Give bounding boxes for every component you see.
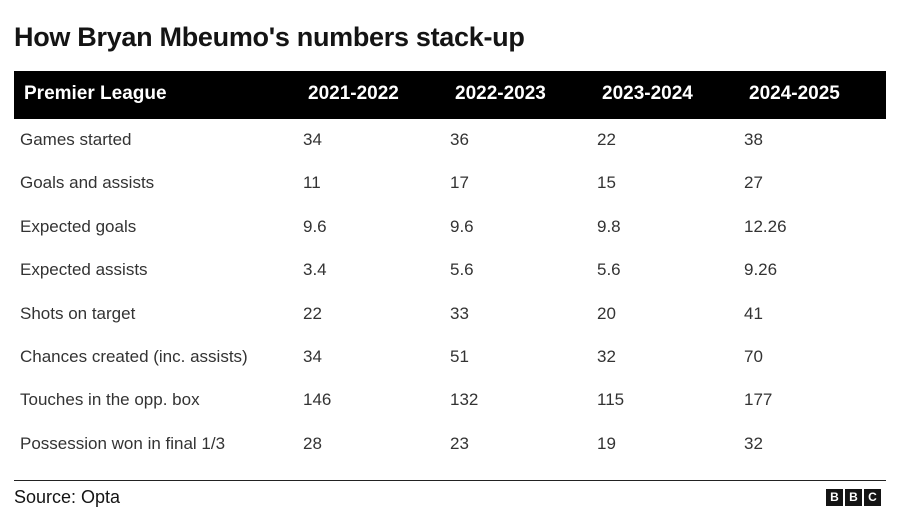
cell-value: 146: [303, 390, 332, 410]
cell-value: 70: [744, 347, 763, 366]
table-header: Premier League 2021-2022 2022-2023 2023-202…: [14, 71, 886, 119]
cell-value: 34: [303, 347, 322, 366]
header-cell: Premier League: [24, 83, 167, 104]
cell-value: 11: [303, 173, 321, 193]
cell-value: 28: [303, 433, 322, 453]
cell-value: 177: [744, 390, 773, 410]
row-label: Possession won in final 1/3: [20, 433, 226, 453]
cell-value: 23: [450, 433, 469, 453]
row-label: Games started: [20, 130, 132, 149]
cell-value: 5.6: [450, 260, 474, 280]
logo-letter: B: [826, 489, 843, 506]
source: Source: Opta: [14, 487, 121, 507]
cell-value: 9.6: [450, 216, 474, 236]
cell-value: 12.26: [744, 216, 787, 236]
cell-value: 33: [450, 303, 469, 323]
cell-value: 22: [303, 303, 322, 323]
cell-value: 15: [597, 173, 616, 193]
header-cell: 2023-2024: [602, 83, 693, 104]
logo-letter: C: [864, 489, 881, 506]
footer-rule: [14, 480, 886, 481]
row-label: Chances created (inc. assists): [20, 347, 248, 366]
cell-value: 5.6: [597, 260, 621, 280]
cell-value: 115: [597, 390, 625, 410]
cell-value: 17: [450, 173, 469, 193]
cell-value: 9.6: [303, 216, 327, 236]
logo-letter: B: [845, 489, 862, 506]
row-label: Expected assists: [20, 260, 148, 280]
cell-value: 34: [303, 130, 322, 149]
cell-value: 32: [744, 433, 763, 453]
row-label: Shots on target: [20, 303, 136, 323]
title: How Bryan Mbeumo's numbers stack-up: [14, 22, 525, 52]
cell-value: 20: [597, 303, 616, 323]
cell-value: 32: [597, 347, 616, 366]
cell-value: 3.4: [303, 260, 327, 280]
cell-value: 9.8: [597, 216, 621, 236]
row-label: Touches in the opp. box: [20, 390, 200, 410]
row-label: Goals and assists: [20, 173, 155, 193]
cell-value: 41: [744, 303, 763, 323]
cell-value: 36: [450, 130, 469, 149]
cell-value: 38: [744, 130, 763, 149]
header-cell: 2024-2025: [749, 83, 840, 104]
cell-value: 9.26: [744, 260, 778, 280]
header-cell: 2022-2023: [455, 83, 546, 104]
cell-value: 27: [744, 173, 763, 193]
cell-value: 132: [450, 390, 479, 410]
header-cell: 2021-2022: [308, 83, 399, 104]
cell-value: 19: [597, 433, 616, 453]
cell-value: 51: [450, 347, 469, 366]
row-label: Expected goals: [20, 216, 137, 236]
cell-value: 22: [597, 130, 616, 149]
